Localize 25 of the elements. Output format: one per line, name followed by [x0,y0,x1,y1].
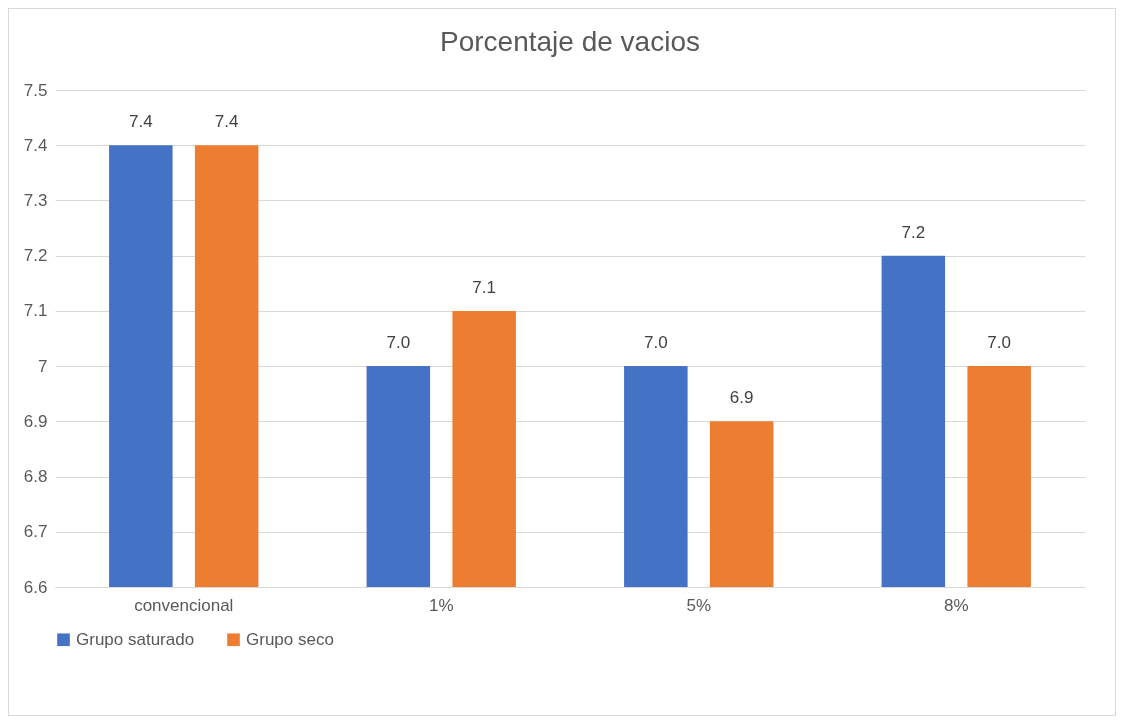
y-tick-label: 7.5 [23,80,48,100]
data-label: 7.0 [386,333,411,353]
data-label: 7.1 [472,277,496,297]
data-label: 7.4 [129,112,153,132]
data-label: 7.4 [214,112,239,132]
chart-title: Porcentaje de vacios [440,26,700,57]
y-tick-label: 7.3 [23,190,48,210]
legend-label: Grupo saturado [76,629,195,649]
y-tick-label: 7 [38,356,48,376]
y-tick-label: 7.1 [23,301,48,321]
legend-label: Grupo seco [246,629,334,649]
y-tick-label: 6.9 [23,411,48,431]
y-tick-label: 6.7 [23,522,48,542]
x-tick-label: 8% [943,595,969,615]
y-tick-label: 6.6 [23,577,48,597]
data-label: 7.0 [987,333,1011,353]
y-tick-label: 6.8 [23,467,48,487]
data-label: 7.0 [644,333,668,353]
data-label: 7.2 [901,222,926,242]
x-tick-label: 1% [428,595,454,615]
data-label: 6.9 [729,388,754,408]
x-tick-label: 5% [686,595,712,615]
y-tick-label: 7.4 [23,135,48,155]
x-tick-label: convencional [134,595,234,615]
y-tick-label: 7.2 [23,246,48,266]
